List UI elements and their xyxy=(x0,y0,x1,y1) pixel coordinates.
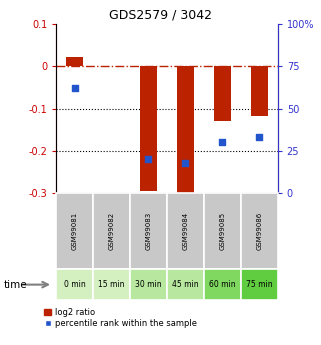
Text: GSM99086: GSM99086 xyxy=(256,212,262,250)
Text: time: time xyxy=(3,280,27,289)
Point xyxy=(146,157,151,162)
Point xyxy=(183,160,188,166)
Text: GSM99084: GSM99084 xyxy=(182,212,188,250)
Text: GDS2579 / 3042: GDS2579 / 3042 xyxy=(109,9,212,22)
Bar xyxy=(140,66,157,191)
Text: GSM99081: GSM99081 xyxy=(72,212,78,250)
Point xyxy=(256,135,262,140)
Point xyxy=(220,140,225,145)
Text: GSM99082: GSM99082 xyxy=(108,212,115,250)
Text: 75 min: 75 min xyxy=(246,280,273,289)
Bar xyxy=(214,66,230,121)
Text: 30 min: 30 min xyxy=(135,280,162,289)
Text: 0 min: 0 min xyxy=(64,280,85,289)
Text: 60 min: 60 min xyxy=(209,280,236,289)
Bar xyxy=(66,57,83,66)
Text: 45 min: 45 min xyxy=(172,280,199,289)
Bar xyxy=(177,66,194,193)
Text: 15 min: 15 min xyxy=(98,280,125,289)
Legend: log2 ratio, percentile rank within the sample: log2 ratio, percentile rank within the s… xyxy=(44,308,197,328)
Bar xyxy=(251,66,267,116)
Text: GSM99085: GSM99085 xyxy=(219,212,225,250)
Text: GSM99083: GSM99083 xyxy=(145,212,152,250)
Point xyxy=(72,86,77,91)
